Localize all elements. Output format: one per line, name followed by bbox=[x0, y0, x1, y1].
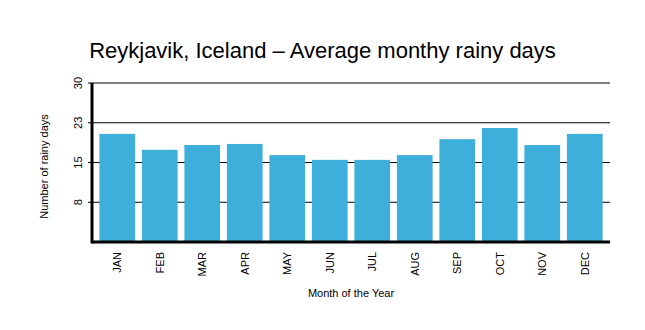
y-axis-line bbox=[91, 83, 94, 244]
bar bbox=[354, 160, 390, 242]
bar bbox=[99, 134, 135, 242]
bar bbox=[227, 144, 263, 242]
x-tick-label: MAY bbox=[281, 251, 293, 275]
x-tick-label: OCT bbox=[494, 252, 506, 276]
bar bbox=[184, 145, 220, 242]
x-tick-label: SEP bbox=[451, 252, 463, 274]
y-axis-label: Number of rainy days bbox=[38, 114, 50, 219]
y-tick-label: 30 bbox=[72, 77, 84, 89]
bar bbox=[524, 145, 560, 242]
bar bbox=[567, 134, 603, 242]
x-axis-line bbox=[92, 241, 610, 244]
y-tick-label: 8 bbox=[72, 199, 84, 205]
x-tick-label: DEC bbox=[579, 252, 591, 275]
x-tick-label: JUN bbox=[324, 252, 336, 273]
x-tick-label: NOV bbox=[536, 251, 548, 276]
grid-line bbox=[92, 83, 610, 84]
chart-svg: Reykjavik, Iceland – Average monthy rain… bbox=[0, 0, 645, 330]
bar bbox=[397, 155, 433, 242]
x-axis-label: Month of the Year bbox=[308, 287, 395, 299]
chart-container: Reykjavik, Iceland – Average monthy rain… bbox=[0, 0, 645, 330]
bar bbox=[312, 160, 348, 242]
grid-line bbox=[92, 122, 610, 123]
y-tick-label: 23 bbox=[72, 117, 84, 129]
x-tick-label: APR bbox=[239, 252, 251, 275]
y-tick-label: 15 bbox=[72, 156, 84, 168]
bars bbox=[99, 128, 602, 242]
x-tick-label: JAN bbox=[111, 252, 123, 273]
x-tick-label: MAR bbox=[196, 252, 208, 277]
chart-title: Reykjavik, Iceland – Average monthy rain… bbox=[89, 38, 556, 63]
bar bbox=[269, 155, 305, 242]
bar bbox=[439, 139, 475, 242]
x-tick-label: FEB bbox=[154, 252, 166, 273]
bar bbox=[482, 128, 518, 242]
bar bbox=[142, 150, 178, 242]
x-tick-label: JUL bbox=[366, 252, 378, 272]
x-tick-label: AUG bbox=[409, 252, 421, 276]
